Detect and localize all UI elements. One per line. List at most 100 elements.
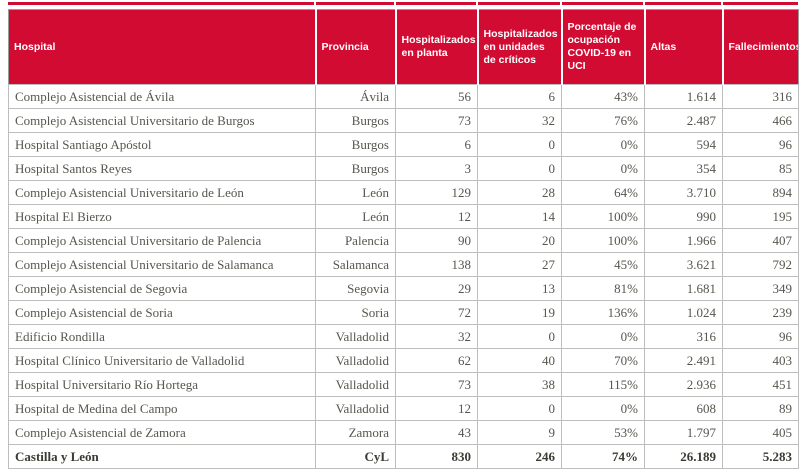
cell-altas: 594 <box>644 132 723 157</box>
hospitals-table: Hospital Provincia Hospitalizados en pla… <box>8 9 799 469</box>
cell-hospital: Hospital El Bierzo <box>8 204 316 229</box>
cell-ocupacion-covid-uci: 53% <box>561 420 645 445</box>
cell-provincia: Burgos <box>315 108 396 133</box>
cell-fallecimientos: 407 <box>722 228 799 253</box>
cell-provincia: Zamora <box>315 420 396 445</box>
cell-hospitalizados-planta: 56 <box>395 84 478 109</box>
cell-provincia: León <box>315 204 396 229</box>
cell-hospitalizados-planta: 90 <box>395 228 478 253</box>
table-row: Hospital Clínico Universitario de Vallad… <box>8 348 799 373</box>
cell-hospitalizados-planta: 129 <box>395 180 478 205</box>
cell-altas: 3.621 <box>644 252 723 277</box>
cell-altas: 2.936 <box>644 372 723 397</box>
cell-altas: 316 <box>644 324 723 349</box>
cell-fallecimientos: 349 <box>722 276 799 301</box>
cell-fallecimientos: 5.283 <box>722 444 799 469</box>
cell-ocupacion-covid-uci: 100% <box>561 228 645 253</box>
table-row: Hospital Santos Reyes Burgos 3 0 0% 354 85 <box>8 156 799 181</box>
cell-hospitalizados-criticos: 40 <box>477 348 562 373</box>
top-strip-segment <box>476 2 561 5</box>
cell-hospitalizados-planta: 6 <box>395 132 478 157</box>
cell-fallecimientos: 96 <box>722 132 799 157</box>
cell-hospitalizados-planta: 43 <box>395 420 478 445</box>
cell-hospital: Hospital Santiago Apóstol <box>8 132 316 157</box>
cell-hospitalizados-criticos: 27 <box>477 252 562 277</box>
column-header-fallecimientos: Fallecimientos <box>721 9 799 85</box>
cell-hospitalizados-planta: 138 <box>395 252 478 277</box>
column-header-hospitalizados-planta: Hospitalizados en planta <box>394 9 478 85</box>
cell-hospitalizados-criticos: 0 <box>477 396 562 421</box>
table-row: Complejo Asistencial Universitario de Le… <box>8 180 799 205</box>
cell-hospital: Complejo Asistencial de Soria <box>8 300 316 325</box>
cell-fallecimientos: 96 <box>722 324 799 349</box>
cell-hospitalizados-planta: 32 <box>395 324 478 349</box>
cell-hospitalizados-criticos: 28 <box>477 180 562 205</box>
cell-provincia: Palencia <box>315 228 396 253</box>
cell-hospital: Castilla y León <box>8 444 316 469</box>
top-strip-segment <box>643 2 722 5</box>
cell-fallecimientos: 239 <box>722 300 799 325</box>
cell-fallecimientos: 89 <box>722 396 799 421</box>
table-row: Complejo Asistencial de Segovia Segovia 29… <box>8 276 799 301</box>
cell-ocupacion-covid-uci: 136% <box>561 300 645 325</box>
cell-fallecimientos: 195 <box>722 204 799 229</box>
header-row: Hospital Provincia Hospitalizados en pla… <box>8 9 799 85</box>
table-row: Hospital Universitario Río Hortega Vallad… <box>8 372 799 397</box>
cell-provincia: Burgos <box>315 156 396 181</box>
top-strip-segment <box>314 2 395 5</box>
cell-altas: 1.024 <box>644 300 723 325</box>
table-row: Complejo Asistencial de Soria Soria 72 19 13… <box>8 300 799 325</box>
cell-hospitalizados-criticos: 20 <box>477 228 562 253</box>
top-strip-row <box>8 2 798 5</box>
cell-hospitalizados-planta: 72 <box>395 300 478 325</box>
table-row: Complejo Asistencial Universitario de Pa… <box>8 228 799 253</box>
cell-hospitalizados-planta: 830 <box>395 444 478 469</box>
column-header-hospitalizados-criticos: Hospitalizados en unidades de críticos <box>476 9 562 85</box>
cell-altas: 2.491 <box>644 348 723 373</box>
top-strip-segment <box>560 2 644 5</box>
cell-provincia: Ávila <box>315 84 396 109</box>
cell-fallecimientos: 85 <box>722 156 799 181</box>
cell-hospitalizados-planta: 73 <box>395 108 478 133</box>
cell-hospital: Complejo Asistencial Universitario de Pa… <box>8 228 316 253</box>
cell-hospitalizados-criticos: 6 <box>477 84 562 109</box>
cell-ocupacion-covid-uci: 76% <box>561 108 645 133</box>
cell-hospital: Hospital Santos Reyes <box>8 156 316 181</box>
cell-ocupacion-covid-uci: 0% <box>561 132 645 157</box>
cell-fallecimientos: 466 <box>722 108 799 133</box>
table-row: Complejo Asistencial Universitario de Sa… <box>8 252 799 277</box>
cell-hospitalizados-planta: 29 <box>395 276 478 301</box>
cell-ocupacion-covid-uci: 81% <box>561 276 645 301</box>
column-header-ocupacion-covid-uci: Porcentaje de ocupación COVID-19 en UCI <box>560 9 645 85</box>
table-row: Hospital de Medina del Campo Valladolid 12… <box>8 396 799 421</box>
cell-provincia: León <box>315 180 396 205</box>
cell-hospitalizados-criticos: 13 <box>477 276 562 301</box>
cell-hospitalizados-criticos: 0 <box>477 324 562 349</box>
cell-hospital: Complejo Asistencial Universitario de Bu… <box>8 108 316 133</box>
cell-fallecimientos: 792 <box>722 252 799 277</box>
total-row: Castilla y León CyL 830 246 74% 26.189 5.283 <box>8 444 799 469</box>
cell-hospital: Hospital Universitario Río Hortega <box>8 372 316 397</box>
cell-ocupacion-covid-uci: 45% <box>561 252 645 277</box>
table-row: Complejo Asistencial Universitario de Bu… <box>8 108 799 133</box>
cell-ocupacion-covid-uci: 0% <box>561 324 645 349</box>
cell-hospitalizados-criticos: 19 <box>477 300 562 325</box>
cell-altas: 990 <box>644 204 723 229</box>
cell-altas: 1.966 <box>644 228 723 253</box>
cell-hospitalizados-criticos: 32 <box>477 108 562 133</box>
cell-altas: 3.710 <box>644 180 723 205</box>
cell-ocupacion-covid-uci: 70% <box>561 348 645 373</box>
column-header-provincia: Provincia <box>314 9 396 85</box>
cell-ocupacion-covid-uci: 43% <box>561 84 645 109</box>
cell-hospital: Complejo Asistencial Universitario de Le… <box>8 180 316 205</box>
cell-altas: 608 <box>644 396 723 421</box>
cell-hospitalizados-criticos: 246 <box>477 444 562 469</box>
cell-hospitalizados-planta: 62 <box>395 348 478 373</box>
table-row: Hospital El Bierzo León 12 14 100% 990 195 <box>8 204 799 229</box>
column-header-altas: Altas <box>643 9 723 85</box>
cell-provincia: Valladolid <box>315 372 396 397</box>
cell-provincia: Valladolid <box>315 348 396 373</box>
cell-hospital: Hospital Clínico Universitario de Vallad… <box>8 348 316 373</box>
cell-ocupacion-covid-uci: 0% <box>561 156 645 181</box>
